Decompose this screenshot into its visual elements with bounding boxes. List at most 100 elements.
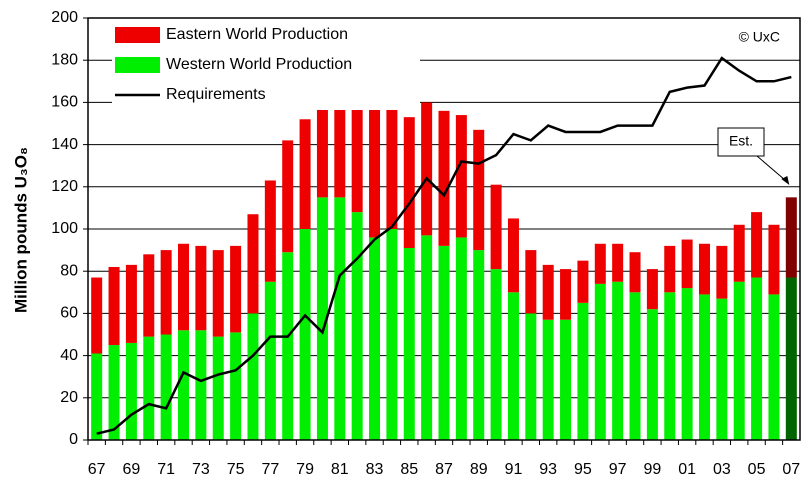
bar-segment [108, 266, 120, 346]
x-tick-label: 93 [539, 461, 557, 478]
legend-swatch [115, 57, 160, 73]
x-tick-label: 07 [782, 461, 800, 478]
x-tick-label: 99 [643, 461, 661, 478]
bar-segment [785, 277, 797, 440]
x-tick-label: 01 [678, 461, 696, 478]
bar-segment [143, 254, 155, 337]
bar-segment [716, 245, 728, 299]
x-tick-label: 75 [227, 461, 245, 478]
bar-segment [403, 117, 415, 248]
bar-segment [351, 212, 363, 440]
bar-segment [334, 77, 346, 198]
bar-segment [455, 237, 467, 440]
legend-label: Requirements [166, 86, 266, 103]
bar-segment [733, 281, 745, 440]
bar-segment [369, 237, 381, 440]
plot-border [87, 17, 801, 441]
bar-segment [160, 334, 172, 440]
bar-segment [230, 245, 242, 333]
x-tick-label: 05 [748, 461, 766, 478]
bar-segment [316, 197, 328, 440]
bar-segment [612, 243, 624, 282]
y-tick-label: 160 [51, 94, 78, 111]
bar-segment [230, 332, 242, 440]
x-tick-label: 71 [157, 461, 175, 478]
bar-segment [751, 212, 763, 278]
bar-segment [264, 281, 276, 440]
bar-segment [629, 252, 641, 293]
bar-segment [629, 292, 641, 440]
bar-segment [143, 336, 155, 440]
bar-segment [403, 247, 415, 440]
bar-segment [421, 102, 433, 236]
bar-segment [525, 250, 537, 314]
y-tick-label: 100 [51, 220, 78, 237]
x-tick-label: 77 [261, 461, 279, 478]
y-tick-label: 200 [51, 9, 78, 26]
bar-segment [768, 294, 780, 440]
bar-segment [768, 224, 780, 295]
bar-segment [282, 252, 294, 440]
bar-segment [594, 243, 606, 284]
bar-segment [681, 239, 693, 289]
bar-segment [664, 292, 676, 440]
x-tick-label: 79 [296, 461, 314, 478]
bar-segment [178, 243, 190, 331]
bar-segment [91, 277, 103, 354]
bar-segment [646, 269, 658, 310]
bar-segment [178, 330, 190, 440]
bar-segment [386, 229, 398, 440]
bar-segment [195, 245, 207, 331]
bar-segment [195, 330, 207, 440]
legend-label: Western World Production [166, 56, 352, 73]
bar-segment [369, 108, 381, 238]
bar-segment [664, 245, 676, 293]
y-tick-label: 40 [60, 347, 78, 364]
y-tick-label: 80 [60, 262, 78, 279]
y-tick-label: 20 [60, 389, 78, 406]
bar-segment [125, 264, 137, 343]
x-tick-label: 87 [435, 461, 453, 478]
bar-segment [560, 269, 572, 320]
y-tick-label: 60 [60, 305, 78, 322]
bar-segment [386, 98, 398, 230]
copyright: © UxC [739, 29, 780, 45]
bar-segment [594, 283, 606, 440]
x-tick-label: 83 [366, 461, 384, 478]
bar-segment [646, 309, 658, 440]
bar-segment [455, 115, 467, 238]
bar-segment [212, 336, 224, 440]
bar-segment [751, 277, 763, 440]
y-tick-label: 0 [69, 431, 78, 448]
bar-segment [507, 292, 519, 440]
bar-segment [299, 229, 311, 440]
bar-segment [125, 342, 137, 440]
estimate-box [717, 127, 765, 157]
bar-segment [733, 224, 745, 282]
bar-segment [577, 302, 589, 440]
bar-segment [507, 218, 519, 293]
bar-segment [560, 319, 572, 440]
bar-segment [612, 281, 624, 440]
x-tick-label: 81 [331, 461, 349, 478]
bar-segment [490, 269, 502, 440]
bar-segment [525, 313, 537, 440]
estimate-arrow [756, 155, 788, 183]
x-tick-label: 95 [574, 461, 592, 478]
estimate-label: Est. [729, 133, 753, 149]
bar-segment [351, 89, 363, 213]
bar-segment [473, 250, 485, 440]
x-tick-label: 85 [400, 461, 418, 478]
bar-segment [473, 129, 485, 251]
bar-segment [160, 250, 172, 335]
y-tick-label: 180 [51, 51, 78, 68]
bar-segment [247, 313, 259, 440]
bar-segment [299, 119, 311, 229]
x-tick-label: 67 [88, 461, 106, 478]
bar-segment [91, 353, 103, 440]
x-tick-label: 73 [192, 461, 210, 478]
bar-segment [334, 197, 346, 440]
bar-segment [542, 264, 554, 320]
legend-background [112, 22, 420, 110]
